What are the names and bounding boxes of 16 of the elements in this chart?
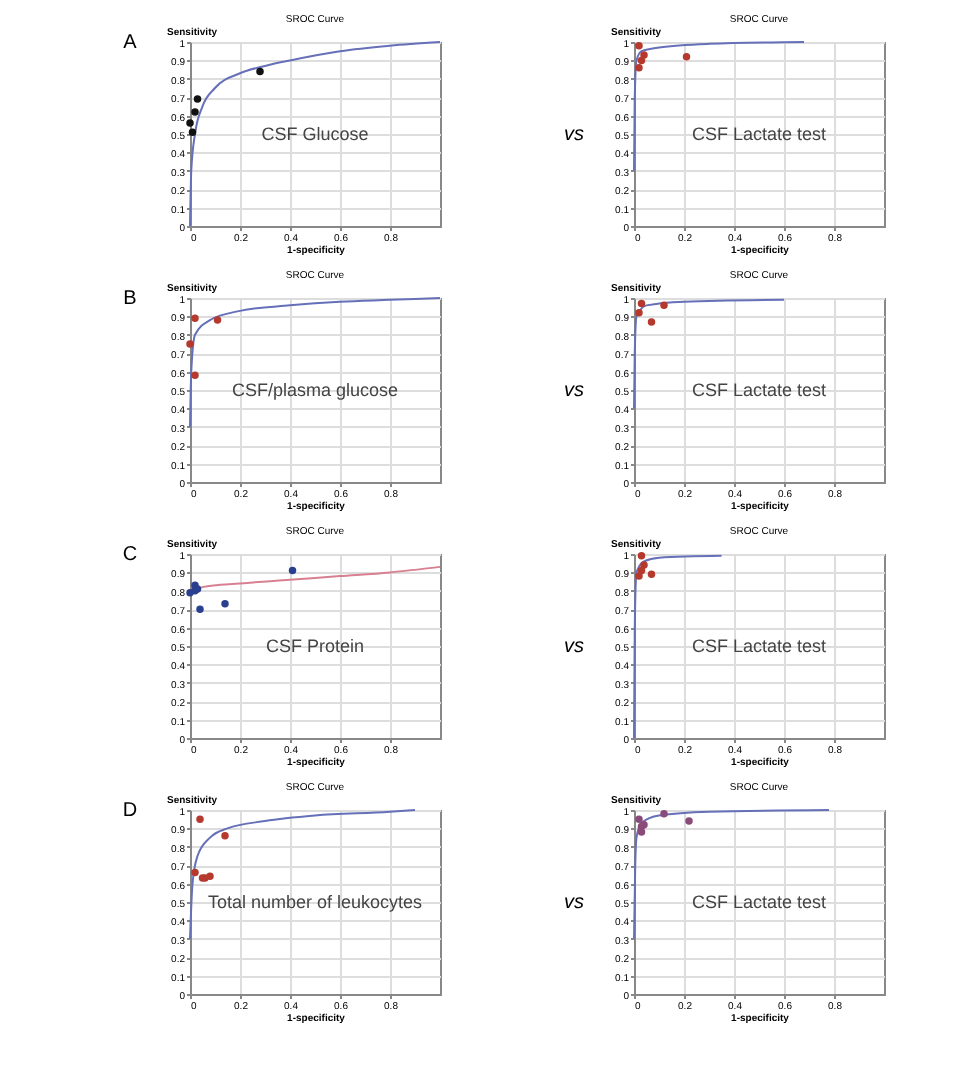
annotation: CSF Lactate test: [691, 380, 828, 400]
annotation: CSF Lactate test: [691, 636, 828, 656]
text: B: [123, 288, 138, 310]
annotation: CSF Protein: [265, 636, 365, 656]
text: vs: [564, 124, 584, 146]
annotation: CSF/plasma glucose: [231, 380, 399, 400]
text: vs: [564, 380, 584, 402]
annotation: CSF Lactate test: [691, 124, 828, 144]
text: D: [122, 800, 138, 822]
annotation: Total number of leukocytes: [207, 892, 424, 912]
text: A: [123, 32, 138, 54]
text: vs: [564, 636, 584, 658]
text: C: [122, 544, 138, 566]
text: vs: [564, 892, 584, 914]
annotation: CSF Glucose: [261, 124, 369, 144]
annotation: CSF Lactate test: [691, 892, 828, 912]
